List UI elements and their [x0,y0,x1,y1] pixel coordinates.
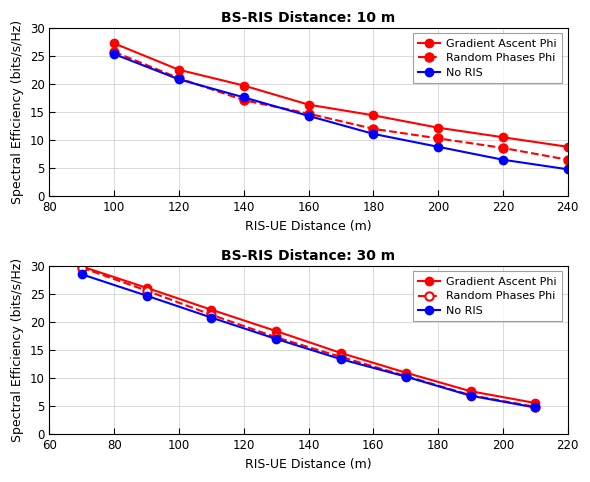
Gradient Ascent Phi [499,134,506,140]
Title: BS-RIS Distance: 10 m: BS-RIS Distance: 10 m [221,11,396,25]
Gradient Ascent Phi [467,388,474,394]
Random Phases Phi [532,404,539,410]
Line: Random Phases Phi: Random Phases Phi [78,263,539,411]
Gradient Ascent Phi [532,400,539,406]
No RIS [564,166,571,172]
Random Phases Phi [78,265,86,270]
Gradient Ascent Phi [111,40,118,46]
No RIS [305,113,312,119]
Line: No RIS: No RIS [110,50,572,174]
No RIS [337,356,345,362]
Random Phases Phi [370,126,377,132]
No RIS [402,374,409,379]
Random Phases Phi [208,312,215,318]
No RIS [467,393,474,399]
Random Phases Phi [402,373,409,379]
No RIS [175,77,182,82]
Gradient Ascent Phi [305,102,312,107]
Gradient Ascent Phi [435,125,442,131]
Legend: Gradient Ascent Phi, Random Phases Phi, No RIS: Gradient Ascent Phi, Random Phases Phi, … [412,33,562,83]
Gradient Ascent Phi [402,370,409,375]
Random Phases Phi [564,157,571,162]
Gradient Ascent Phi [208,307,215,313]
No RIS [240,94,247,100]
No RIS [208,315,215,321]
Gradient Ascent Phi [78,264,86,269]
Random Phases Phi [273,335,280,340]
Line: Gradient Ascent Phi: Gradient Ascent Phi [78,262,539,407]
No RIS [111,51,118,57]
Line: Random Phases Phi: Random Phases Phi [110,48,572,164]
Random Phases Phi [435,135,442,141]
Gradient Ascent Phi [175,67,182,73]
Random Phases Phi [143,288,150,294]
No RIS [435,144,442,150]
Line: Gradient Ascent Phi: Gradient Ascent Phi [110,39,572,151]
Title: BS-RIS Distance: 30 m: BS-RIS Distance: 30 m [221,249,396,263]
X-axis label: RIS-UE Distance (m): RIS-UE Distance (m) [245,220,372,233]
Gradient Ascent Phi [240,82,247,88]
Y-axis label: Spectral Efficiency (bits/s/Hz): Spectral Efficiency (bits/s/Hz) [11,20,24,204]
Gradient Ascent Phi [337,350,345,356]
No RIS [78,271,86,277]
Y-axis label: Spectral Efficiency (bits/s/Hz): Spectral Efficiency (bits/s/Hz) [11,258,24,442]
Legend: Gradient Ascent Phi, Random Phases Phi, No RIS: Gradient Ascent Phi, Random Phases Phi, … [412,271,562,321]
Random Phases Phi [467,392,474,398]
Random Phases Phi [305,111,312,117]
Random Phases Phi [111,49,118,55]
Gradient Ascent Phi [143,285,150,291]
Line: No RIS: No RIS [78,270,539,412]
Gradient Ascent Phi [273,328,280,334]
Gradient Ascent Phi [564,144,571,150]
No RIS [499,157,506,162]
X-axis label: RIS-UE Distance (m): RIS-UE Distance (m) [245,458,372,471]
Random Phases Phi [240,97,247,103]
Random Phases Phi [175,75,182,81]
Random Phases Phi [337,354,345,360]
Random Phases Phi [499,145,506,151]
No RIS [273,336,280,342]
No RIS [143,293,150,298]
No RIS [532,404,539,410]
Gradient Ascent Phi [370,112,377,118]
No RIS [370,131,377,137]
